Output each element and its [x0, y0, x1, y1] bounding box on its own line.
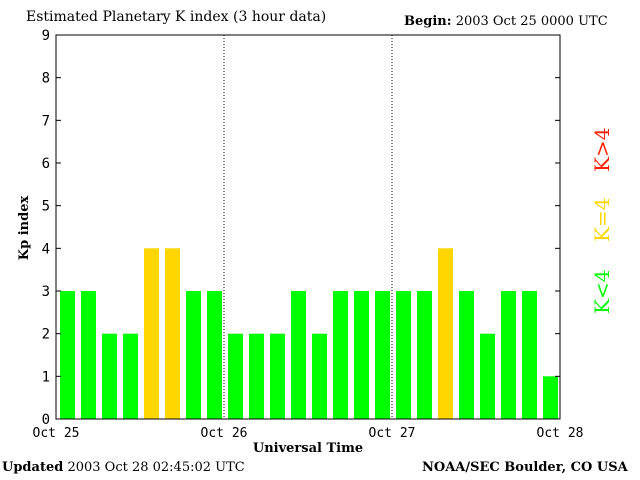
source-credit: NOAA/SEC Boulder, CO USA: [422, 460, 628, 475]
y-tick-label: 0: [42, 412, 50, 428]
kp-bar: [291, 291, 306, 419]
y-tick-label: 9: [42, 28, 50, 44]
y-tick-label: 8: [42, 71, 50, 87]
bars-layer: [60, 248, 558, 419]
kp-bar: [270, 333, 285, 419]
legend-k-equal-4: K=4: [590, 197, 614, 242]
plot-frame: [55, 34, 561, 420]
x-axis-label: Universal Time: [253, 441, 363, 456]
kp-bar: [207, 291, 222, 419]
kp-bar: [501, 291, 516, 419]
legend-k-less-than-4: K<4: [590, 269, 614, 314]
kp-bar: [459, 291, 474, 419]
kp-bar: [165, 248, 180, 419]
kp-bar: [333, 291, 348, 419]
kp-bar: [228, 333, 243, 419]
kp-bar: [186, 291, 201, 419]
kp-bar: [123, 333, 138, 419]
kp-bar: [438, 248, 453, 419]
y-tick-label: 6: [42, 156, 50, 172]
begin-info: Begin: 2003 Oct 25 0000 UTC: [404, 14, 608, 29]
legend-k-greater-than-4: K>4: [590, 127, 614, 172]
kp-bar: [375, 291, 390, 419]
kp-bar: [81, 291, 96, 419]
begin-label: Begin:: [404, 14, 452, 29]
kp-bar: [60, 291, 75, 419]
kp-bar: [354, 291, 369, 419]
kp-bar: [396, 291, 411, 419]
kp-bar: [144, 248, 159, 419]
kp-bar: [417, 291, 432, 419]
y-tick-label: 7: [42, 113, 50, 129]
x-tick-label: Oct 28: [537, 426, 584, 441]
ticks-layer: 0 1 2 3 4 5 6 7 8 9 Oct 25 Oct 26 Oct 27 Oct 28: [33, 28, 584, 441]
kp-bar: [249, 333, 264, 419]
y-tick-label: 3: [42, 284, 50, 300]
y-tick-label: 4: [42, 241, 50, 257]
updated-label: Updated: [2, 460, 64, 475]
updated-info: Updated 2003 Oct 28 02:45:02 UTC: [2, 460, 245, 475]
y-axis-label: Kp index: [17, 196, 32, 261]
begin-value: 2003 Oct 25 0000 UTC: [455, 14, 608, 29]
x-tick-label: Oct 25: [33, 426, 80, 441]
chart-title: Estimated Planetary K index (3 hour data…: [26, 9, 327, 25]
updated-value: 2003 Oct 28 02:45:02 UTC: [67, 460, 245, 475]
grid-layer: [223, 35, 393, 419]
kp-bar: [480, 333, 495, 419]
kp-bar: [543, 376, 558, 419]
kp-bar: [102, 333, 117, 419]
y-tick-label: 5: [42, 199, 50, 215]
kp-bar: [312, 333, 327, 419]
kp-bar: [522, 291, 537, 419]
x-tick-label: Oct 27: [369, 426, 416, 441]
y-tick-label: 1: [42, 369, 50, 385]
x-tick-label: Oct 26: [201, 426, 248, 441]
y-tick-label: 2: [42, 327, 50, 343]
